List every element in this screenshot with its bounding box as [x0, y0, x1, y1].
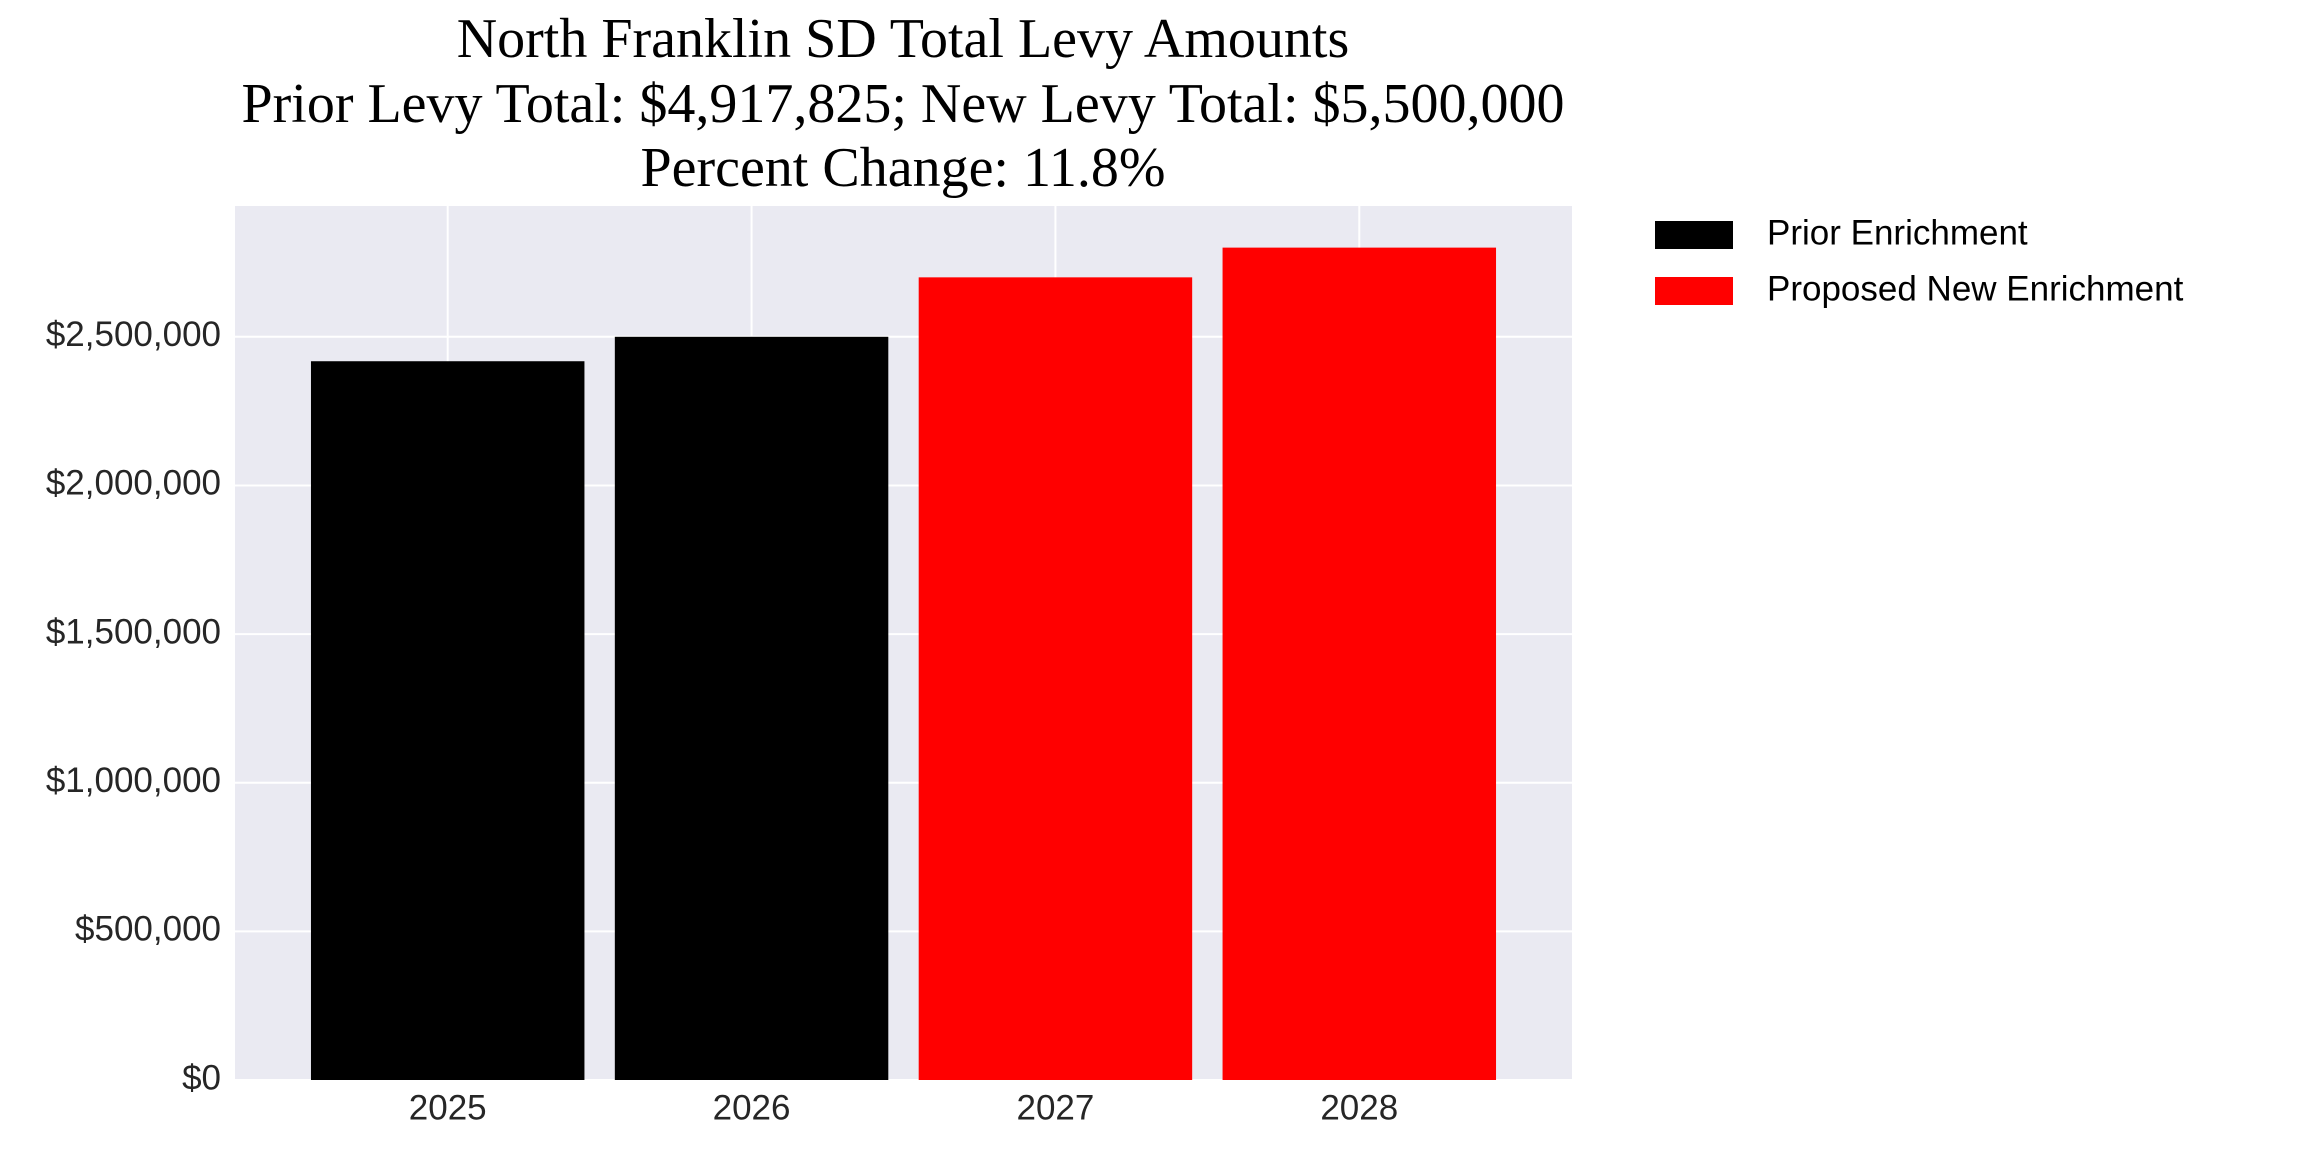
legend-label: Proposed New Enrichment [1767, 269, 2184, 308]
y-tick-label: $500,000 [75, 910, 221, 949]
legend-label: Prior Enrichment [1767, 213, 2028, 252]
y-tick-label: $0 [182, 1058, 221, 1097]
bar [614, 336, 889, 1080]
chart-title: North Franklin SD Total Levy Amounts [457, 8, 1350, 70]
x-tick-label: 2028 [1320, 1088, 1398, 1127]
legend-swatch [1655, 221, 1733, 249]
legend-swatch [1655, 277, 1733, 305]
y-tick-label: $2,500,000 [46, 315, 221, 354]
x-tick-label: 2027 [1016, 1088, 1094, 1127]
y-tick-label: $1,000,000 [46, 761, 221, 800]
x-tick-label: 2025 [409, 1088, 487, 1127]
chart-annotation: Percent Change: 11.8% [640, 137, 1165, 199]
bar [310, 361, 585, 1080]
y-tick-label: $2,000,000 [46, 464, 221, 503]
x-tick-label: 2026 [713, 1088, 791, 1127]
y-tick-label: $1,500,000 [46, 612, 221, 651]
bar [918, 277, 1193, 1080]
chart-subtitle: Prior Levy Total: $4,917,825; New Levy T… [241, 73, 1564, 135]
bar [1222, 247, 1497, 1081]
